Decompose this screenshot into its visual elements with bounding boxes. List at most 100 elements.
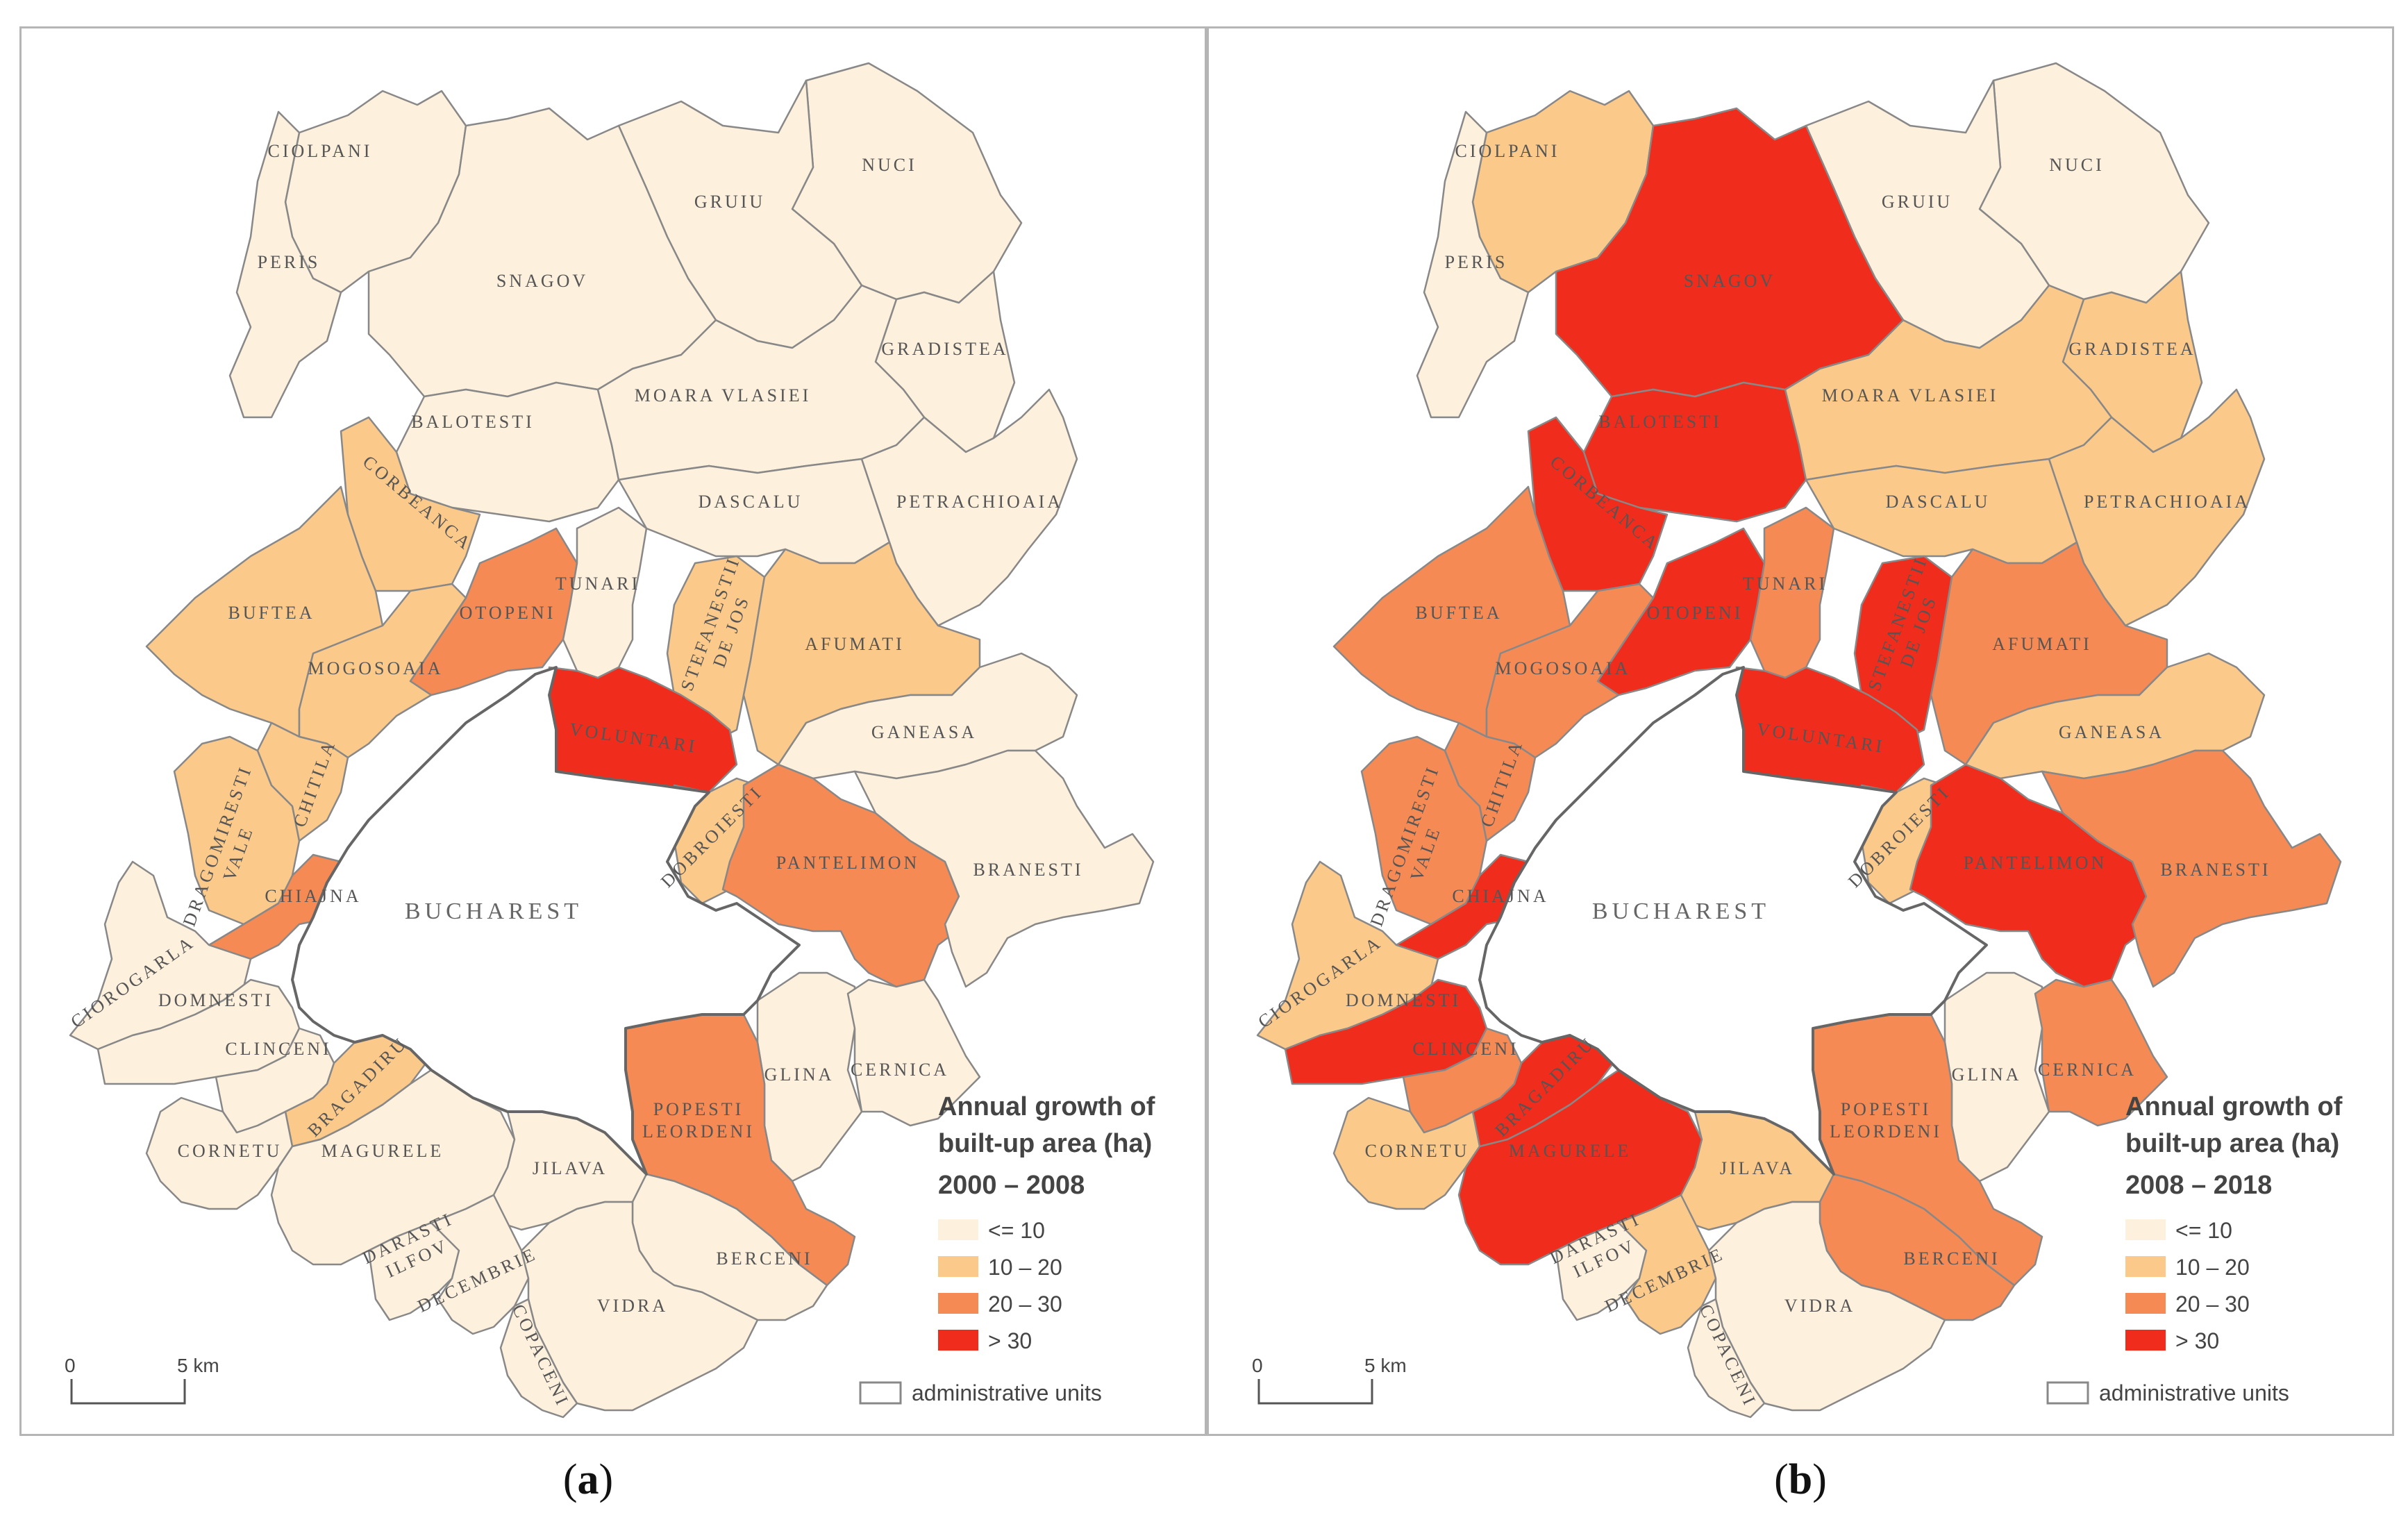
scale-bar-a: 0 5 km bbox=[65, 1355, 219, 1405]
legend-label-c3: 20 – 30 bbox=[988, 1292, 1062, 1317]
legend-period: 2008 – 2018 bbox=[2125, 1171, 2272, 1200]
label-nuci-a: NUCI bbox=[862, 155, 917, 175]
label-ganeasa-a: GANEASA bbox=[871, 722, 977, 742]
legend-swatch-c4 bbox=[938, 1330, 978, 1351]
legend-swatch-c1 bbox=[938, 1219, 978, 1240]
label-vidra-b: VIDRA bbox=[1784, 1296, 1855, 1316]
legend-swatch-c4 bbox=[2125, 1330, 2166, 1351]
label-petrachioaia-b: PETRACHIOAIA bbox=[2084, 492, 2250, 512]
label-chiajna-b: CHIAJNA bbox=[1452, 886, 1548, 906]
legend-label-c4: > 30 bbox=[988, 1328, 1032, 1353]
map-panel-b: CIOLPANI NUCI GRUIU PERIS SNAGOV GRADISTEA BAL… bbox=[1207, 26, 2394, 1436]
label-cernica-a: CERNICA bbox=[851, 1060, 949, 1080]
unit-chitila-b[interactable] bbox=[1444, 721, 1537, 842]
label-dascalu-b: DASCALU bbox=[1886, 492, 1991, 512]
label-cernica-b: CERNICA bbox=[2038, 1060, 2137, 1080]
legend-label-c2: 10 – 20 bbox=[2175, 1255, 2250, 1280]
map-canvas-b: CIOLPANI NUCI GRUIU PERIS SNAGOV GRADISTEA BAL… bbox=[1252, 62, 2343, 1419]
label-branesti-a: BRANESTI bbox=[973, 860, 1083, 880]
unit-cernica-b[interactable] bbox=[2034, 978, 2168, 1127]
scale-five-km: 5 km bbox=[1364, 1355, 1407, 1376]
legend-b: Annual growth of built-up area (ha) 2008 –… bbox=[2046, 1092, 2343, 1405]
label-otopeni-a: OTOPENI bbox=[460, 603, 556, 623]
legend-admin-swatch bbox=[859, 1381, 902, 1405]
label-gruiu-a: GRUIU bbox=[694, 192, 765, 212]
label-branesti-b: BRANESTI bbox=[2160, 860, 2271, 880]
scale-bar-line bbox=[70, 1379, 186, 1405]
label2-popesti-leordeni-a: LEORDENI bbox=[642, 1121, 755, 1142]
label-afumati-b: AFUMATI bbox=[1992, 634, 2092, 654]
unit-domnesti-b[interactable] bbox=[1284, 978, 1488, 1085]
legend-title-line1: Annual growth of bbox=[938, 1092, 1155, 1121]
unit-domnesti-a[interactable] bbox=[97, 978, 301, 1085]
scale-zero: 0 bbox=[65, 1355, 76, 1376]
legend-swatch-c2 bbox=[938, 1256, 978, 1277]
map-panel-a: CIOLPANI NUCI GRUIU PERIS SNAGOV GRADISTEA BAL… bbox=[19, 26, 1207, 1436]
label-pantelimon-a: PANTELIMON bbox=[776, 853, 920, 873]
label-ganeasa-b: GANEASA bbox=[2059, 722, 2164, 742]
label-popesti-leordeni-b: POPESTI bbox=[1841, 1099, 1932, 1119]
label-tunari-b: TUNARI bbox=[1743, 574, 1828, 594]
unit-cernica-a[interactable] bbox=[846, 978, 981, 1127]
label-cornetu-b: CORNETU bbox=[1365, 1141, 1470, 1161]
label-peris-b: PERIS bbox=[1445, 252, 1508, 272]
label-snagov-b: SNAGOV bbox=[1684, 271, 1775, 291]
label-otopeni-b: OTOPENI bbox=[1647, 603, 1744, 623]
unit-branesti-b[interactable] bbox=[2041, 749, 2342, 988]
legend-swatch-c2 bbox=[2125, 1256, 2166, 1277]
city-label-a: BUCHAREST bbox=[405, 899, 583, 924]
legend-swatch-c1 bbox=[2125, 1219, 2166, 1240]
unit-peris-b[interactable] bbox=[1416, 110, 1530, 419]
legend-title-line2: built-up area (ha) bbox=[2125, 1129, 2339, 1158]
legend-title-line1: Annual growth of bbox=[2125, 1092, 2343, 1121]
label-petrachioaia-a: PETRACHIOAIA bbox=[896, 492, 1063, 512]
label-balotesti-b: BALOTESTI bbox=[1598, 412, 1722, 432]
label2-popesti-leordeni-b: LEORDENI bbox=[1830, 1121, 1942, 1142]
admin-units-a bbox=[69, 62, 1155, 1419]
unit-1-decembrie-a[interactable] bbox=[430, 1194, 530, 1335]
label-berceni-b: BERCENI bbox=[1903, 1248, 2000, 1269]
unit-copaceni-a[interactable] bbox=[499, 1298, 578, 1419]
unit-1-decembrie-b[interactable] bbox=[1617, 1194, 1717, 1335]
label-ciolpani-a: CIOLPANI bbox=[268, 141, 373, 161]
label-domnesti-b: DOMNESTI bbox=[1346, 990, 1461, 1010]
unit-dragomiresti-vale-a[interactable] bbox=[173, 735, 301, 926]
unit-dragomiresti-vale-b[interactable] bbox=[1360, 735, 1488, 926]
label-afumati-a: AFUMATI bbox=[805, 634, 905, 654]
label-magurele-b: MAGURELE bbox=[1509, 1141, 1631, 1161]
unit-chitila-a[interactable] bbox=[256, 721, 349, 842]
label-jilava-b: JILAVA bbox=[1720, 1158, 1795, 1178]
unit-peris-a[interactable] bbox=[228, 110, 342, 419]
unit-mogosoaia-b[interactable] bbox=[1485, 583, 1655, 759]
caption-a: (a) bbox=[562, 1456, 614, 1503]
legend-label-c3: 20 – 30 bbox=[2175, 1292, 2250, 1317]
legend-swatch-c3 bbox=[938, 1293, 978, 1314]
caption-b: (b) bbox=[1774, 1456, 1827, 1503]
label-cornetu-a: CORNETU bbox=[178, 1141, 283, 1161]
legend-title-line2: built-up area (ha) bbox=[938, 1129, 1152, 1158]
label-dascalu-a: DASCALU bbox=[699, 492, 803, 512]
caption-b-letter: b bbox=[1788, 1456, 1813, 1503]
legend-label-c1: <= 10 bbox=[988, 1218, 1045, 1243]
label-vidra-a: VIDRA bbox=[597, 1296, 668, 1316]
scale-zero: 0 bbox=[1252, 1355, 1263, 1376]
label-pantelimon-b: PANTELIMON bbox=[1964, 853, 2107, 873]
unit-branesti-a[interactable] bbox=[853, 749, 1155, 988]
label-gruiu-b: GRUIU bbox=[1882, 192, 1953, 212]
label-magurele-a: MAGURELE bbox=[321, 1141, 444, 1161]
legend-period: 2000 – 2008 bbox=[938, 1171, 1085, 1200]
label-buftea-b: BUFTEA bbox=[1415, 603, 1502, 623]
legend-swatch-c3 bbox=[2125, 1293, 2166, 1314]
label-berceni-a: BERCENI bbox=[716, 1248, 812, 1269]
label-mogosoaia-b: MOGOSOAIA bbox=[1496, 658, 1631, 678]
bucharest-area-a bbox=[291, 666, 801, 1176]
label-mogosoaia-a: MOGOSOAIA bbox=[308, 658, 444, 678]
unit-copaceni-b[interactable] bbox=[1687, 1298, 1766, 1419]
unit-mogosoaia-a[interactable] bbox=[298, 583, 467, 759]
label-chiajna-a: CHIAJNA bbox=[265, 886, 361, 906]
legend-admin-swatch bbox=[2046, 1381, 2089, 1405]
label-glina-a: GLINA bbox=[764, 1064, 835, 1085]
label-domnesti-a: DOMNESTI bbox=[158, 990, 274, 1010]
bucharest-area-b bbox=[1478, 666, 1988, 1176]
label-clinceni-a: CLINCENI bbox=[225, 1039, 331, 1059]
